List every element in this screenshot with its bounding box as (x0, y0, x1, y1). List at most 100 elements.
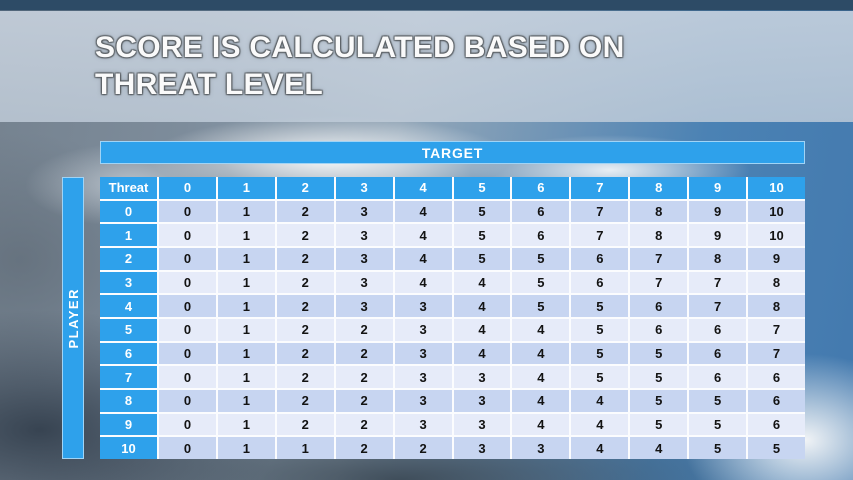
row-header-cell: 5 (100, 318, 157, 341)
score-cell: 6 (748, 413, 805, 436)
score-cell: 4 (512, 366, 570, 388)
score-cell: 4 (571, 413, 629, 436)
score-cell: 1 (217, 389, 275, 412)
row-header-cell: 10 (100, 437, 157, 459)
score-cell: 6 (571, 247, 629, 270)
score-cell: 5 (571, 318, 629, 341)
score-cell: 7 (630, 271, 688, 294)
score-cell: 0 (159, 271, 216, 294)
score-cell: 9 (689, 224, 747, 246)
score-cell: 2 (335, 366, 393, 388)
row-header-cell: 9 (100, 413, 157, 436)
score-cell: 4 (512, 413, 570, 436)
score-cell: 0 (159, 342, 216, 365)
score-cell: 5 (630, 413, 688, 436)
score-cell: 1 (217, 366, 275, 388)
score-cell: 6 (571, 271, 629, 294)
score-cell: 2 (276, 200, 334, 223)
column-header-cell: 9 (689, 177, 747, 199)
score-cell: 5 (571, 295, 629, 317)
score-cell: 5 (689, 389, 747, 412)
score-cell: 8 (748, 295, 805, 317)
column-header-cell: 1 (217, 177, 275, 199)
score-cell: 4 (453, 295, 511, 317)
score-cell: 1 (217, 224, 275, 246)
column-header-cell: 0 (159, 177, 216, 199)
score-cell: 2 (335, 437, 393, 459)
score-cell: 8 (630, 200, 688, 223)
row-header-cell: 6 (100, 342, 157, 365)
score-cell: 2 (276, 366, 334, 388)
column-header-cell: 7 (571, 177, 629, 199)
score-cell: 1 (217, 437, 275, 459)
score-cell: 3 (453, 389, 511, 412)
score-cell: 0 (159, 224, 216, 246)
score-cell: 9 (748, 247, 805, 270)
score-cell: 4 (394, 247, 452, 270)
score-cell: 3 (394, 366, 452, 388)
score-cell: 10 (748, 200, 805, 223)
score-cell: 1 (217, 342, 275, 365)
score-cell: 7 (571, 224, 629, 246)
score-cell: 1 (276, 437, 334, 459)
column-header-cell: 10 (748, 177, 805, 199)
score-cell: 0 (159, 247, 216, 270)
score-cell: 2 (335, 413, 393, 436)
score-cell: 8 (630, 224, 688, 246)
score-cell: 0 (159, 200, 216, 223)
column-header-cell: 8 (630, 177, 688, 199)
score-cell: 5 (453, 200, 511, 223)
score-cell: 7 (748, 318, 805, 341)
score-cell: 4 (453, 318, 511, 341)
score-cell: 5 (453, 224, 511, 246)
score-cell: 6 (689, 342, 747, 365)
column-header-cell: 6 (512, 177, 570, 199)
score-cell: 4 (571, 437, 629, 459)
score-cell: 6 (748, 366, 805, 388)
score-cell: 2 (276, 342, 334, 365)
score-cell: 0 (159, 295, 216, 317)
threat-corner-header-cell: Threat (100, 177, 157, 199)
score-cell: 5 (630, 389, 688, 412)
column-header-cell: 5 (453, 177, 511, 199)
score-cell: 4 (453, 342, 511, 365)
score-cell: 5 (512, 247, 570, 270)
row-header-cell: 7 (100, 366, 157, 388)
score-cell: 5 (571, 342, 629, 365)
score-cell: 5 (630, 342, 688, 365)
player-axis-bar: PLAYER (62, 177, 84, 459)
score-cell: 1 (217, 200, 275, 223)
row-header-cell: 0 (100, 200, 157, 223)
score-cell: 8 (689, 247, 747, 270)
title-banner (0, 11, 853, 122)
score-cell: 5 (630, 366, 688, 388)
score-cell: 7 (571, 200, 629, 223)
score-cell: 10 (748, 224, 805, 246)
score-cell: 1 (217, 413, 275, 436)
score-cell: 2 (335, 389, 393, 412)
score-cell: 0 (159, 366, 216, 388)
score-cell: 2 (276, 389, 334, 412)
row-header-cell: 8 (100, 389, 157, 412)
score-cell: 5 (689, 413, 747, 436)
score-cell: 1 (217, 271, 275, 294)
score-cell: 4 (394, 224, 452, 246)
score-cell: 2 (276, 318, 334, 341)
column-header-cell: 4 (394, 177, 452, 199)
score-cell: 6 (512, 224, 570, 246)
score-cell: 2 (394, 437, 452, 459)
score-cell: 3 (394, 389, 452, 412)
score-cell: 3 (453, 366, 511, 388)
score-cell: 2 (276, 413, 334, 436)
score-cell: 3 (394, 342, 452, 365)
score-cell: 5 (453, 247, 511, 270)
score-cell: 1 (217, 247, 275, 270)
score-cell: 2 (276, 271, 334, 294)
score-cell: 1 (217, 318, 275, 341)
score-cell: 2 (335, 318, 393, 341)
score-cell: 4 (394, 271, 452, 294)
row-header-cell: 2 (100, 247, 157, 270)
score-cell: 6 (748, 389, 805, 412)
score-cell: 3 (394, 318, 452, 341)
